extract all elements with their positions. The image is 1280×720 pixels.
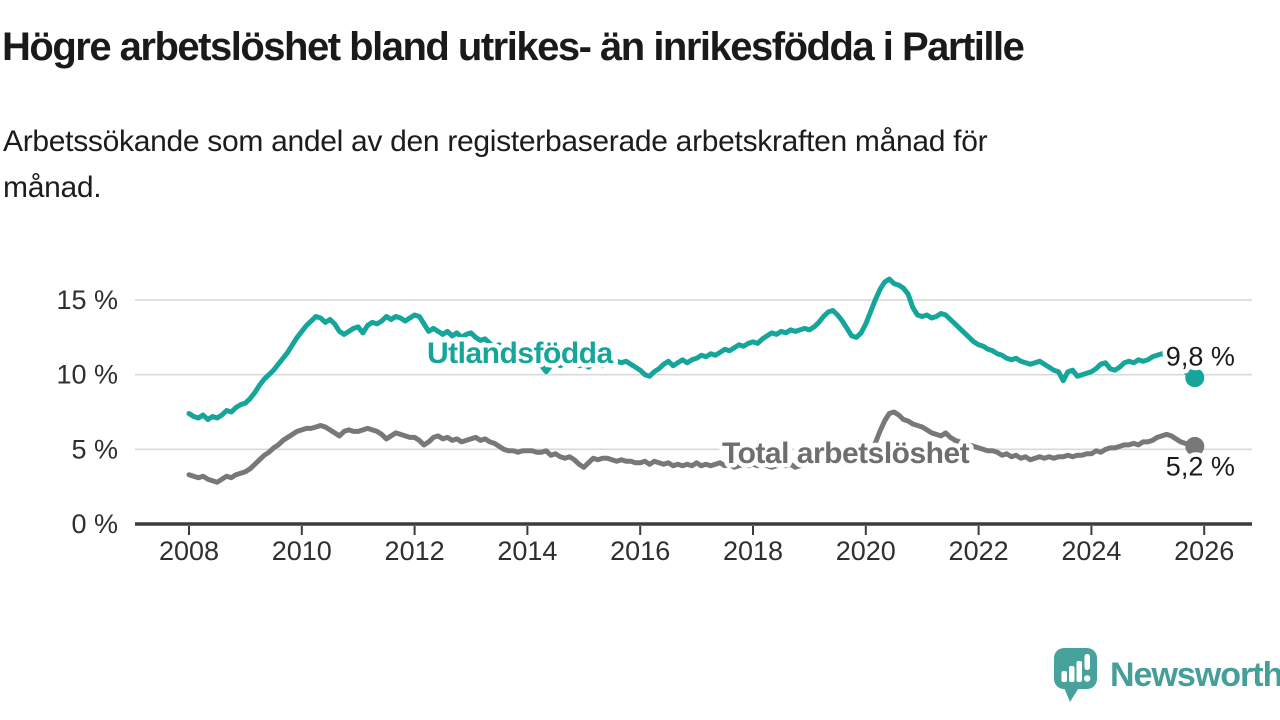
x-tick-label: 2016 [610, 536, 670, 566]
series-label: Utlandsfödda [427, 337, 613, 370]
x-tick-label: 2018 [723, 536, 783, 566]
x-tick-label: 2008 [159, 536, 219, 566]
x-tick-label: 2012 [385, 536, 445, 566]
x-tick-label: 2024 [1061, 536, 1121, 566]
y-tick-label: 0 % [71, 509, 118, 539]
chart-subtitle: Arbetssökande som andel av den registerb… [3, 119, 1223, 211]
series-end-value-label: 5,2 % [1166, 451, 1235, 481]
y-tick-label: 5 % [71, 434, 118, 464]
chart-subtitle-line: månad. [3, 171, 102, 204]
y-tick-label: 15 % [56, 285, 118, 315]
series-label: Total arbetslöshet [722, 437, 970, 470]
series-line-utlandsfodda [186, 276, 1198, 422]
x-tick-label: 2020 [836, 536, 896, 566]
x-tick-label: 2022 [949, 536, 1009, 566]
newsworthy-logo-text: Newsworthy [1110, 655, 1280, 694]
x-tick-label: 2010 [272, 536, 332, 566]
x-tick-label: 2014 [497, 536, 557, 566]
series-end-value-label: 9,8 % [1166, 342, 1235, 372]
chart-subtitle-line: Arbetssökande som andel av den registerb… [3, 125, 988, 158]
chart-title: Högre arbetslöshet bland utrikes- än inr… [2, 25, 1025, 69]
series-line-total [186, 409, 1198, 485]
y-tick-label: 10 % [56, 360, 118, 390]
series-end-dot [1185, 436, 1205, 456]
x-tick-label: 2026 [1174, 536, 1234, 566]
newsworthy-logo-icon [1054, 648, 1097, 702]
newsworthy-logo: Newsworthy [1053, 645, 1280, 705]
series-end-dot [1185, 368, 1205, 388]
